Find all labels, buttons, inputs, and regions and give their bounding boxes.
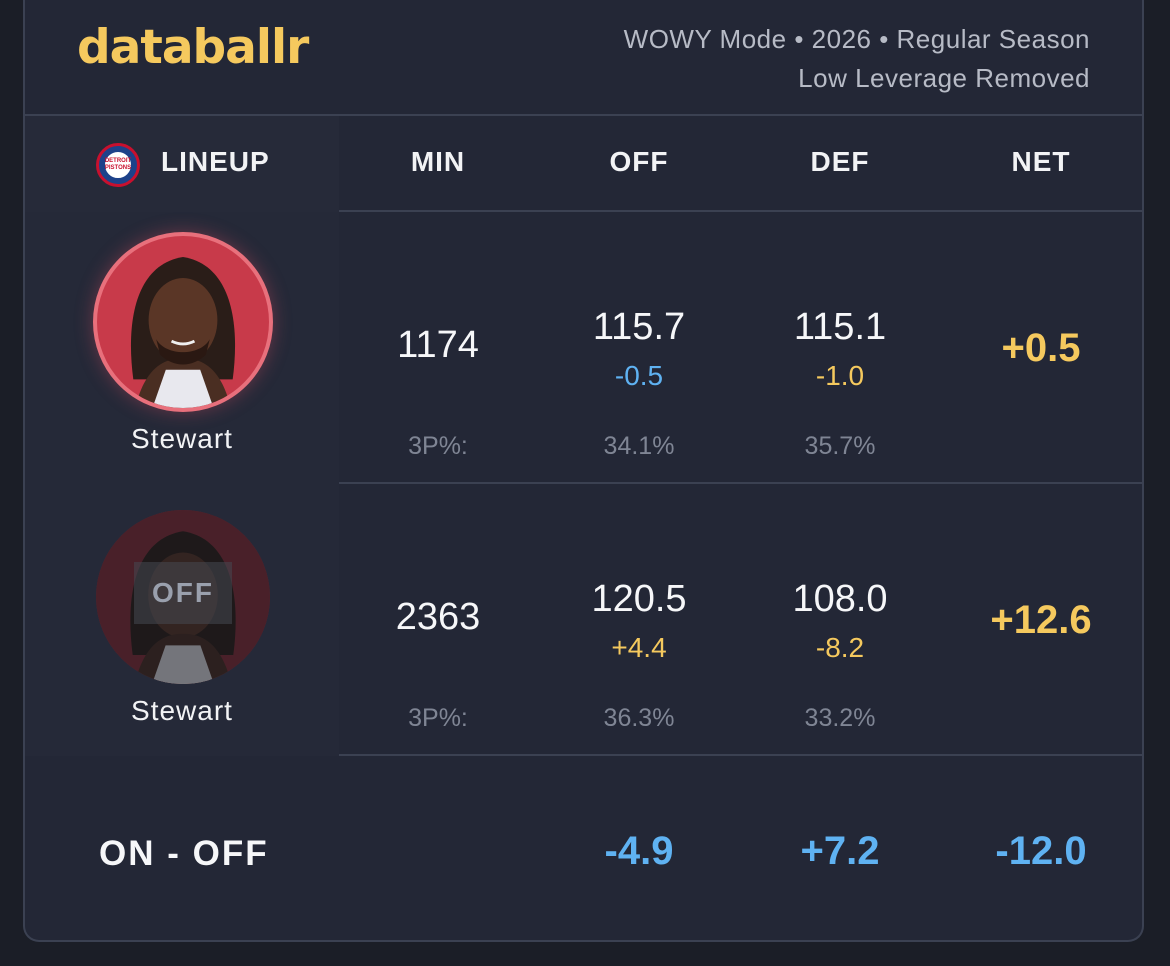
databallr-logo[interactable]: databallr	[77, 20, 309, 75]
three-pt-label: 3P%:	[408, 432, 468, 460]
def-column-header[interactable]: DEF	[810, 146, 870, 177]
pistons-logo-icon: DETROIT PISTONS	[96, 143, 140, 187]
off-three-pt-pct: 36.3%	[603, 704, 675, 732]
off-rating: 120.5	[591, 578, 687, 620]
net-column-header[interactable]: NET	[1011, 146, 1071, 177]
off-badge: OFF	[134, 562, 232, 624]
player-cell: Stewart	[25, 212, 339, 484]
def-rating: 115.1	[793, 306, 887, 348]
def-rating-delta: -1.0	[815, 360, 865, 391]
off-column-header[interactable]: OFF	[609, 146, 669, 177]
lineup-row-off: OFF Stewart 2363 120.5 +4.4 108.0 -8.2 +…	[25, 484, 1142, 756]
lineup-column-label: LINEUP	[161, 146, 270, 177]
minutes-value: 2363	[395, 596, 481, 638]
off-rating: 115.7	[592, 306, 686, 348]
def-rating-delta: -8.2	[815, 632, 865, 663]
wowy-card: databallr WOWY Mode • 2026 • Regular Sea…	[23, 0, 1144, 942]
leverage-line: Low Leverage Removed	[798, 63, 1090, 93]
player-cell: OFF Stewart	[25, 484, 339, 756]
mode-subtitle: WOWY Mode • 2026 • Regular Season Low Le…	[624, 20, 1090, 98]
pistons-logo-text: DETROIT PISTONS	[103, 150, 133, 180]
on-off-off-diff: -4.9	[604, 829, 674, 873]
min-column-header[interactable]: MIN	[410, 146, 466, 177]
off-three-pt-pct: 34.1%	[603, 432, 675, 460]
on-off-def-diff: +7.2	[800, 829, 880, 873]
def-three-pt-pct: 35.7%	[804, 432, 876, 460]
net-rating: +0.5	[1001, 326, 1081, 370]
player-name: Stewart	[131, 423, 233, 454]
player-name: Stewart	[131, 695, 233, 726]
lineup-header: DETROIT PISTONS LINEUP	[25, 116, 339, 212]
on-off-label: ON - OFF	[99, 834, 269, 873]
off-rating-delta: +4.4	[611, 632, 667, 663]
card-header: databallr WOWY Mode • 2026 • Regular Sea…	[25, 0, 1142, 116]
net-rating: +12.6	[990, 598, 1092, 642]
player-avatar-off[interactable]: OFF	[96, 510, 270, 684]
column-header-row: DETROIT PISTONS LINEUP MIN OFF DEF NET	[25, 116, 1142, 212]
player-avatar[interactable]	[93, 232, 273, 412]
lineup-row-on: Stewart 1174 115.7 -0.5 115.1 -1.0 +0.5 …	[25, 212, 1142, 484]
three-pt-label: 3P%:	[408, 704, 468, 732]
minutes-value: 1174	[397, 324, 479, 366]
player-headshot-icon	[130, 257, 236, 408]
def-rating: 108.0	[792, 578, 888, 620]
on-off-summary-row: ON - OFF -4.9 +7.2 -12.0	[25, 756, 1142, 940]
off-rating-delta: -0.5	[614, 360, 664, 391]
on-off-net-diff: -12.0	[995, 829, 1087, 873]
mode-line: WOWY Mode • 2026 • Regular Season	[623, 24, 1090, 54]
def-three-pt-pct: 33.2%	[804, 704, 876, 732]
